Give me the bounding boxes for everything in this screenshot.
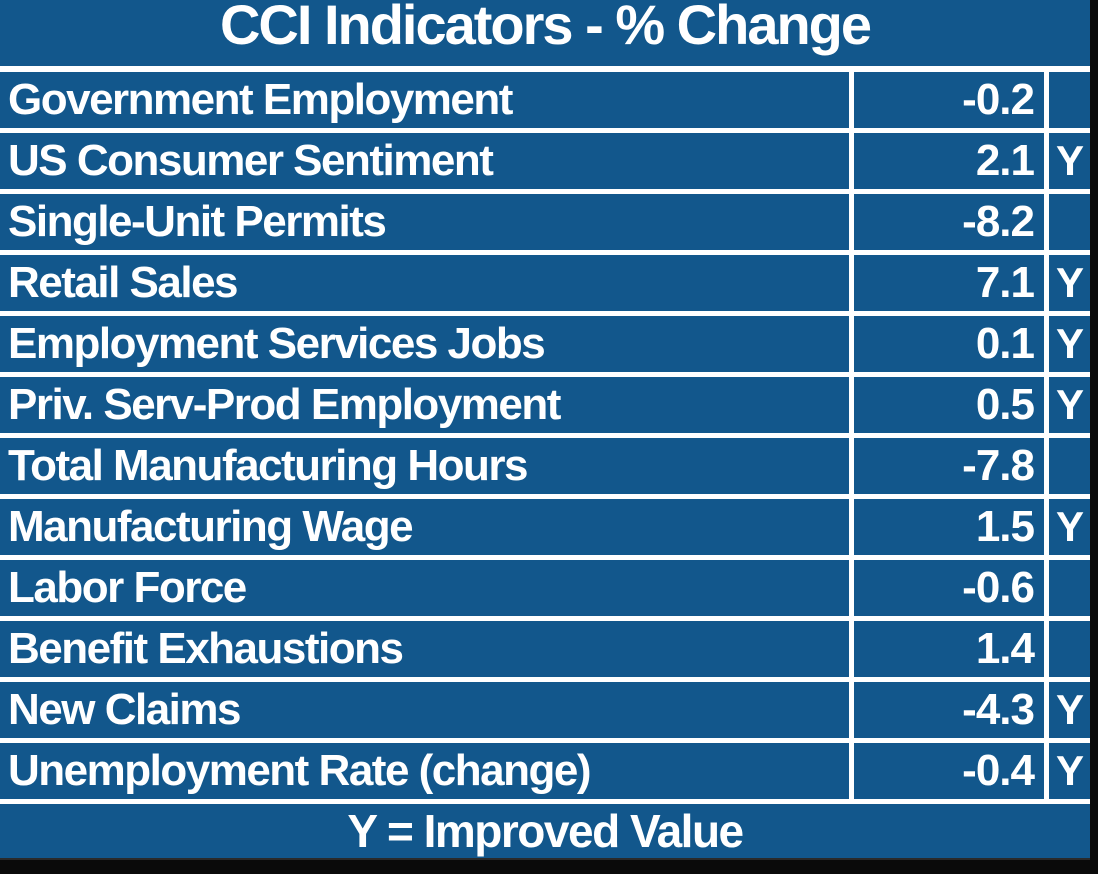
indicator-label: Priv. Serv-Prod Employment [8, 380, 561, 429]
change-value: -0.6 [849, 560, 1044, 616]
table-row: New Claims -4.3 Y [0, 677, 1090, 738]
improved-flag: Y [1044, 499, 1090, 555]
right-edge-bar [1090, 0, 1098, 874]
table-row: Government Employment -0.2 [0, 72, 1090, 128]
table-body: Government Employment -0.2 US Consumer S… [0, 72, 1090, 799]
legend-text: Y = Improved Value [347, 805, 744, 857]
indicator-label: Government Employment [8, 75, 513, 124]
indicator-label: Employment Services Jobs [8, 319, 546, 368]
change-value: 2.1 [849, 133, 1044, 189]
table-row: Manufacturing Wage 1.5 Y [0, 494, 1090, 555]
indicator-label: Benefit Exhaustions [8, 624, 404, 673]
change-value: -4.3 [849, 682, 1044, 738]
table-row: Employment Services Jobs 0.1 Y [0, 311, 1090, 372]
change-value: -7.8 [849, 438, 1044, 494]
table-row: Total Manufacturing Hours -7.8 [0, 433, 1090, 494]
improved-flag: Y [1044, 743, 1090, 799]
improved-flag [1044, 621, 1090, 677]
improved-flag [1044, 194, 1090, 250]
change-value: 1.4 [849, 621, 1044, 677]
indicator-label: US Consumer Sentiment [8, 136, 494, 185]
change-value: 1.5 [849, 499, 1044, 555]
indicator-label: Single-Unit Permits [8, 197, 387, 246]
bottom-edge-bar [0, 858, 1098, 874]
improved-flag: Y [1044, 133, 1090, 189]
table-row: Benefit Exhaustions 1.4 [0, 616, 1090, 677]
indicator-label: Total Manufacturing Hours [8, 441, 529, 490]
indicator-label: Unemployment Rate (change) [8, 746, 591, 795]
legend-row: Y = Improved Value [0, 799, 1090, 858]
table-title-row: CCI Indicators - % Change [0, 0, 1090, 72]
table-row: US Consumer Sentiment 2.1 Y [0, 128, 1090, 189]
indicator-label: Retail Sales [8, 258, 239, 307]
improved-flag: Y [1044, 255, 1090, 311]
indicator-label: Labor Force [8, 563, 247, 612]
indicator-label: Manufacturing Wage [8, 502, 414, 551]
improved-flag [1044, 560, 1090, 616]
table-row: Priv. Serv-Prod Employment 0.5 Y [0, 372, 1090, 433]
table-title: CCI Indicators - % Change [219, 0, 872, 56]
change-value: -8.2 [849, 194, 1044, 250]
table-row: Single-Unit Permits -8.2 [0, 189, 1090, 250]
table-row: Unemployment Rate (change) -0.4 Y [0, 738, 1090, 799]
change-value: -0.2 [849, 72, 1044, 128]
table-content: CCI Indicators - % Change Government Emp… [0, 0, 1090, 858]
change-value: -0.4 [849, 743, 1044, 799]
change-value: 0.1 [849, 316, 1044, 372]
table-row: Labor Force -0.6 [0, 555, 1090, 616]
improved-flag: Y [1044, 377, 1090, 433]
change-value: 0.5 [849, 377, 1044, 433]
improved-flag: Y [1044, 682, 1090, 738]
table-row: Retail Sales 7.1 Y [0, 250, 1090, 311]
improved-flag [1044, 438, 1090, 494]
improved-flag: Y [1044, 316, 1090, 372]
change-value: 7.1 [849, 255, 1044, 311]
indicator-label: New Claims [8, 685, 241, 734]
improved-flag [1044, 72, 1090, 128]
